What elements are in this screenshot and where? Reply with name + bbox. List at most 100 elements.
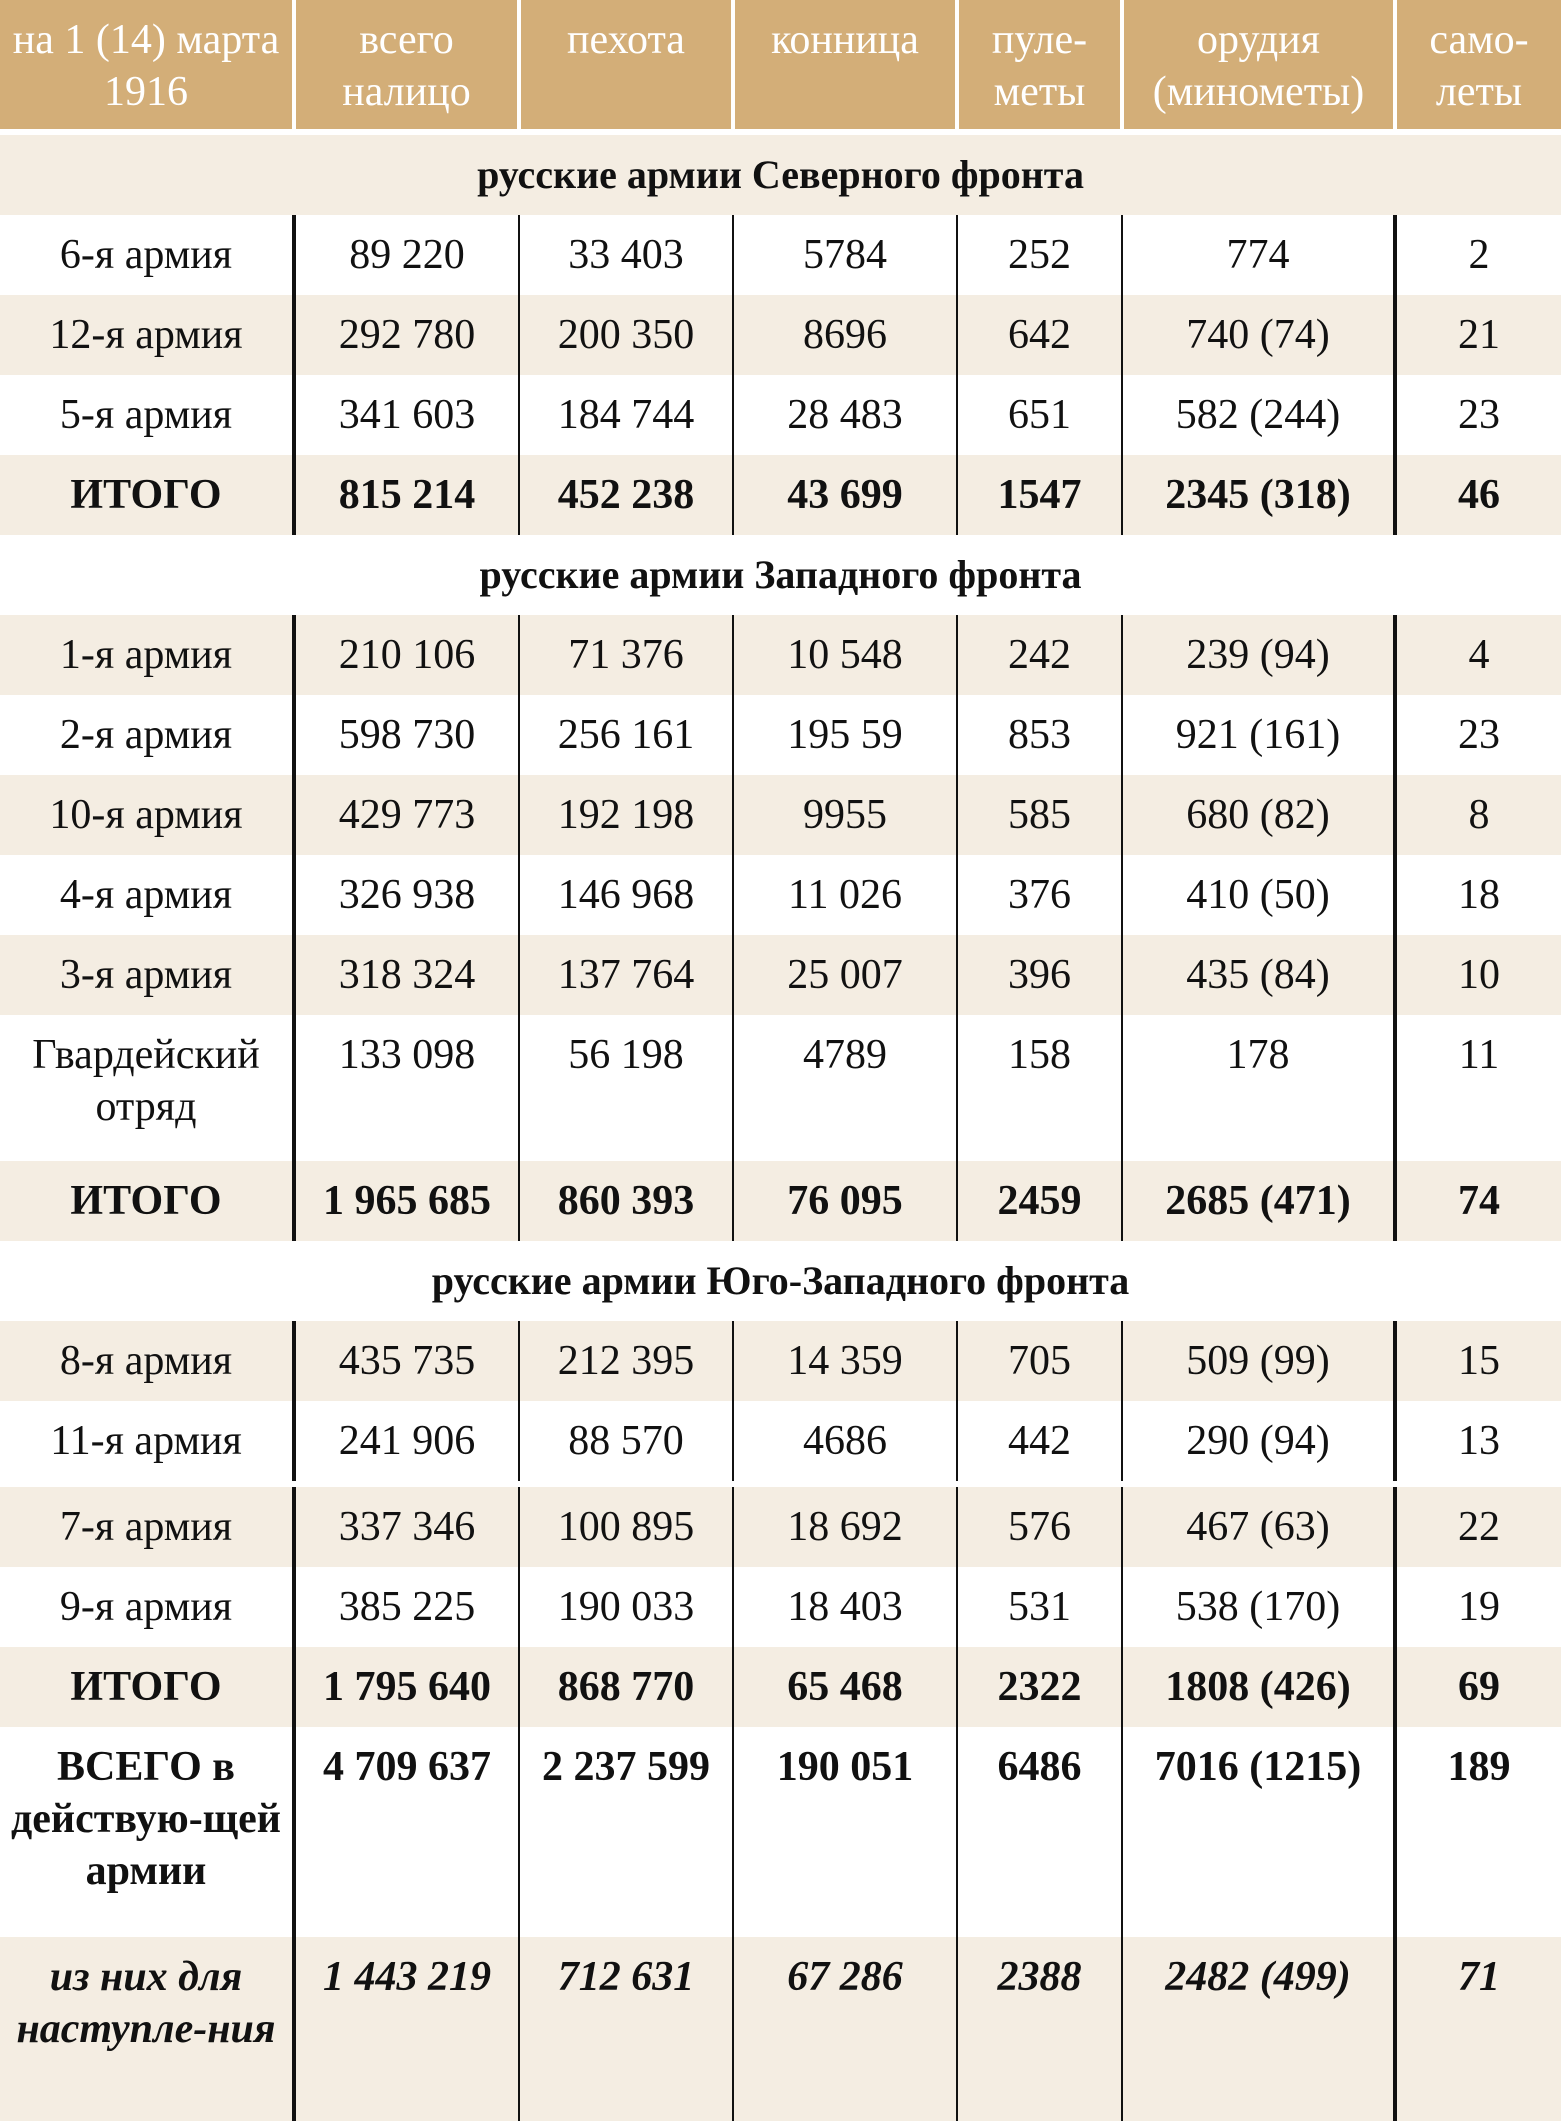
cell-infantry: 71 376 [518,615,733,695]
cell-total-present: 341 603 [292,375,519,455]
cell-guns-mortars: 7016 (1215) [1121,1727,1395,1937]
cell-aircraft: 8 [1393,775,1561,855]
army-row: 8-я армия 435 735 212 395 14 359 705 509 (99)… [0,1321,1561,1401]
cell-aircraft: 10 [1393,935,1561,1015]
cell-guns-mortars: 2482 (499) [1121,1937,1395,2121]
cell-cavalry: 190 051 [732,1727,957,1937]
section-header: русские армии Юго-Западного фронта [0,1241,1561,1321]
cell-unit: Гвардейский отряд [32,1032,260,1130]
cell-infantry: 2 237 599 [518,1727,733,1937]
cell-infantry: 146 968 [518,855,733,935]
cell-guns-mortars: 467 (63) [1121,1481,1395,1567]
cell-cavalry: 195 59 [732,695,957,775]
cell-machine-guns: 2459 [956,1161,1122,1241]
total-row: ИТОГО 1 795 640 868 770 65 468 2322 1808 (426… [0,1647,1561,1727]
cell-total-present: 385 225 [292,1567,519,1647]
cell-machine-guns: 705 [956,1321,1122,1401]
cell-total-present: 89 220 [292,215,519,295]
cell-total-present: 435 735 [292,1321,519,1401]
cell-unit: 12-я армия [49,312,243,358]
header-row: на 1 (14) марта 1916 всего налицо пехота… [0,0,1561,135]
cell-infantry: 192 198 [518,775,733,855]
army-row: 4-я армия 326 938 146 968 11 026 376 410 (50)… [0,855,1561,935]
cell-guns-mortars: 509 (99) [1121,1321,1395,1401]
cell-cavalry: 4789 [732,1015,957,1161]
cell-unit: 5-я армия [59,392,233,438]
cell-infantry: 712 631 [518,1937,733,2121]
army-row: 11-я армия 241 906 88 570 4686 442 290 (94) 13 [0,1401,1561,1484]
cell-infantry: 860 393 [518,1161,733,1241]
cell-cavalry: 9955 [732,775,957,855]
cell-unit: 1-я армия [59,632,233,678]
army-row: 1-я армия 210 106 71 376 10 548 242 239 (94) 4 [0,615,1561,695]
cell-infantry: 452 238 [518,455,733,535]
army-row: 2-я армия 598 730 256 161 195 59 853 921 (161… [0,695,1561,775]
army-row: 3-я армия 318 324 137 764 25 007 396 435 (84)… [0,935,1561,1015]
header-guns-mortars: орудия (минометы) [1120,0,1395,135]
army-row: 6-я армия 89 220 33 403 5784 252 774 2 [0,215,1561,295]
header-machine-guns: пуле- меты [955,0,1122,135]
header-aircraft: само- леты [1393,0,1561,135]
cell-guns-mortars: 410 (50) [1121,855,1395,935]
cell-machine-guns: 585 [956,775,1122,855]
cell-aircraft: 23 [1393,375,1561,455]
cell-unit: ВСЕГО в действую-щей армии [11,1744,281,1894]
cell-infantry: 212 395 [518,1321,733,1401]
cell-guns-mortars: 921 (161) [1121,695,1395,775]
cell-aircraft: 189 [1393,1727,1561,1937]
cell-cavalry: 67 286 [732,1937,957,2121]
cell-guns-mortars: 178 [1121,1015,1395,1161]
cell-guns-mortars: 435 (84) [1121,935,1395,1015]
cell-machine-guns: 376 [956,855,1122,935]
cell-machine-guns: 642 [956,295,1122,375]
cell-unit: 9-я армия [59,1584,233,1630]
cell-infantry: 190 033 [518,1567,733,1647]
cell-machine-guns: 242 [956,615,1122,695]
cell-machine-guns: 2322 [956,1647,1122,1727]
cell-infantry: 184 744 [518,375,733,455]
cell-machine-guns: 1547 [956,455,1122,535]
cell-cavalry: 65 468 [732,1647,957,1727]
header-infantry: пехота [517,0,733,135]
cell-aircraft: 4 [1393,615,1561,695]
cell-total-present: 210 106 [292,615,519,695]
cell-infantry: 56 198 [518,1015,733,1161]
cell-unit: 2-я армия [59,712,233,758]
header-total-present: всего налицо [292,0,519,135]
cell-machine-guns: 853 [956,695,1122,775]
army-row: Гвардейский отряд 133 098 56 198 4789 158 178… [0,1015,1561,1161]
cell-unit: ИТОГО [70,1664,222,1710]
cell-total-present: 133 098 [292,1015,519,1161]
cell-infantry: 33 403 [518,215,733,295]
cell-machine-guns: 531 [956,1567,1122,1647]
cell-total-present: 292 780 [292,295,519,375]
cell-infantry: 256 161 [518,695,733,775]
cell-guns-mortars: 239 (94) [1121,615,1395,695]
cell-total-present: 815 214 [292,455,519,535]
cell-unit: 6-я армия [59,232,233,278]
cell-cavalry: 25 007 [732,935,957,1015]
army-row: 9-я армия 385 225 190 033 18 403 531 538 (170… [0,1567,1561,1647]
cell-cavalry: 18 403 [732,1567,957,1647]
cell-total-present: 598 730 [292,695,519,775]
cell-total-present: 4 709 637 [292,1727,519,1937]
cell-aircraft: 13 [1393,1401,1561,1484]
cell-aircraft: 23 [1393,695,1561,775]
cell-total-present: 1 795 640 [292,1647,519,1727]
cell-total-present: 429 773 [292,775,519,855]
cell-aircraft: 69 [1393,1647,1561,1727]
offensive-row: из них для наступле-ния 1 443 219 712 631 6… [0,1937,1561,2121]
cell-aircraft: 74 [1393,1161,1561,1241]
cell-aircraft: 2 [1393,215,1561,295]
cell-cavalry: 76 095 [732,1161,957,1241]
cell-aircraft: 18 [1393,855,1561,935]
cell-cavalry: 28 483 [732,375,957,455]
cell-machine-guns: 442 [956,1401,1122,1484]
header-date: на 1 (14) марта 1916 [0,0,294,135]
cell-machine-guns: 576 [956,1481,1122,1567]
cell-total-present: 241 906 [292,1401,519,1484]
cell-cavalry: 4686 [732,1401,957,1484]
cell-guns-mortars: 582 (244) [1121,375,1395,455]
cell-aircraft: 46 [1393,455,1561,535]
total-row: ИТОГО 1 965 685 860 393 76 095 2459 2685 (471… [0,1161,1561,1241]
